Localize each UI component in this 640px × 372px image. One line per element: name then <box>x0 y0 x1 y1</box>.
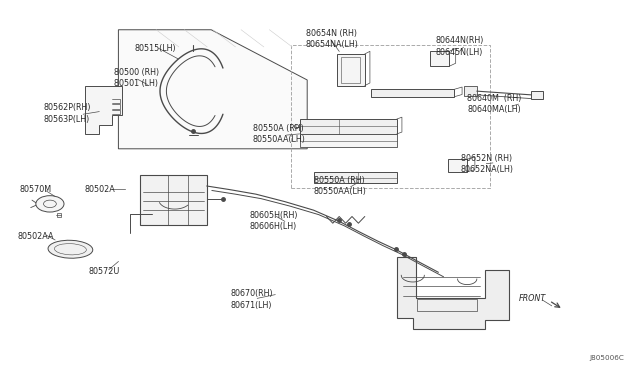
Ellipse shape <box>48 240 93 258</box>
Polygon shape <box>140 175 207 225</box>
Text: 80670(RH)
80671(LH): 80670(RH) 80671(LH) <box>230 289 273 310</box>
Polygon shape <box>531 91 543 99</box>
Text: 80515(LH): 80515(LH) <box>134 44 176 53</box>
Text: 80502AA: 80502AA <box>18 232 54 241</box>
Bar <box>291 45 490 188</box>
Polygon shape <box>371 89 454 97</box>
Text: 80644N(RH)
80645N(LH): 80644N(RH) 80645N(LH) <box>435 36 484 57</box>
Polygon shape <box>464 86 477 96</box>
Text: 80550A (RH)
80550AA(LH): 80550A (RH) 80550AA(LH) <box>314 176 367 196</box>
Polygon shape <box>85 86 122 134</box>
Text: 80502A: 80502A <box>84 185 115 194</box>
Text: 80500 (RH)
80501 (LH): 80500 (RH) 80501 (LH) <box>114 68 159 88</box>
Text: J805006C: J805006C <box>589 355 624 361</box>
Polygon shape <box>118 30 307 149</box>
Text: 80550A (RH)
80550AA(LH): 80550A (RH) 80550AA(LH) <box>253 124 306 144</box>
Text: 80652N (RH)
80652NA(LH): 80652N (RH) 80652NA(LH) <box>461 154 514 174</box>
Text: 80605H(RH)
80606H(LH): 80605H(RH) 80606H(LH) <box>250 211 298 231</box>
Polygon shape <box>300 134 397 147</box>
Circle shape <box>36 196 64 212</box>
Polygon shape <box>448 159 467 172</box>
Text: 80562P(RH)
80563P(LH): 80562P(RH) 80563P(LH) <box>44 103 91 124</box>
Text: 80572U: 80572U <box>88 267 120 276</box>
Polygon shape <box>314 172 397 183</box>
Polygon shape <box>397 257 509 329</box>
Text: FRONT: FRONT <box>518 294 546 303</box>
Text: 80640M  (RH)
80640MA(LH): 80640M (RH) 80640MA(LH) <box>467 94 522 114</box>
Polygon shape <box>300 119 397 134</box>
Text: 80570M: 80570M <box>19 185 51 194</box>
Text: 80654N (RH)
80654NA(LH): 80654N (RH) 80654NA(LH) <box>306 29 359 49</box>
Polygon shape <box>337 54 365 86</box>
Polygon shape <box>430 51 449 66</box>
